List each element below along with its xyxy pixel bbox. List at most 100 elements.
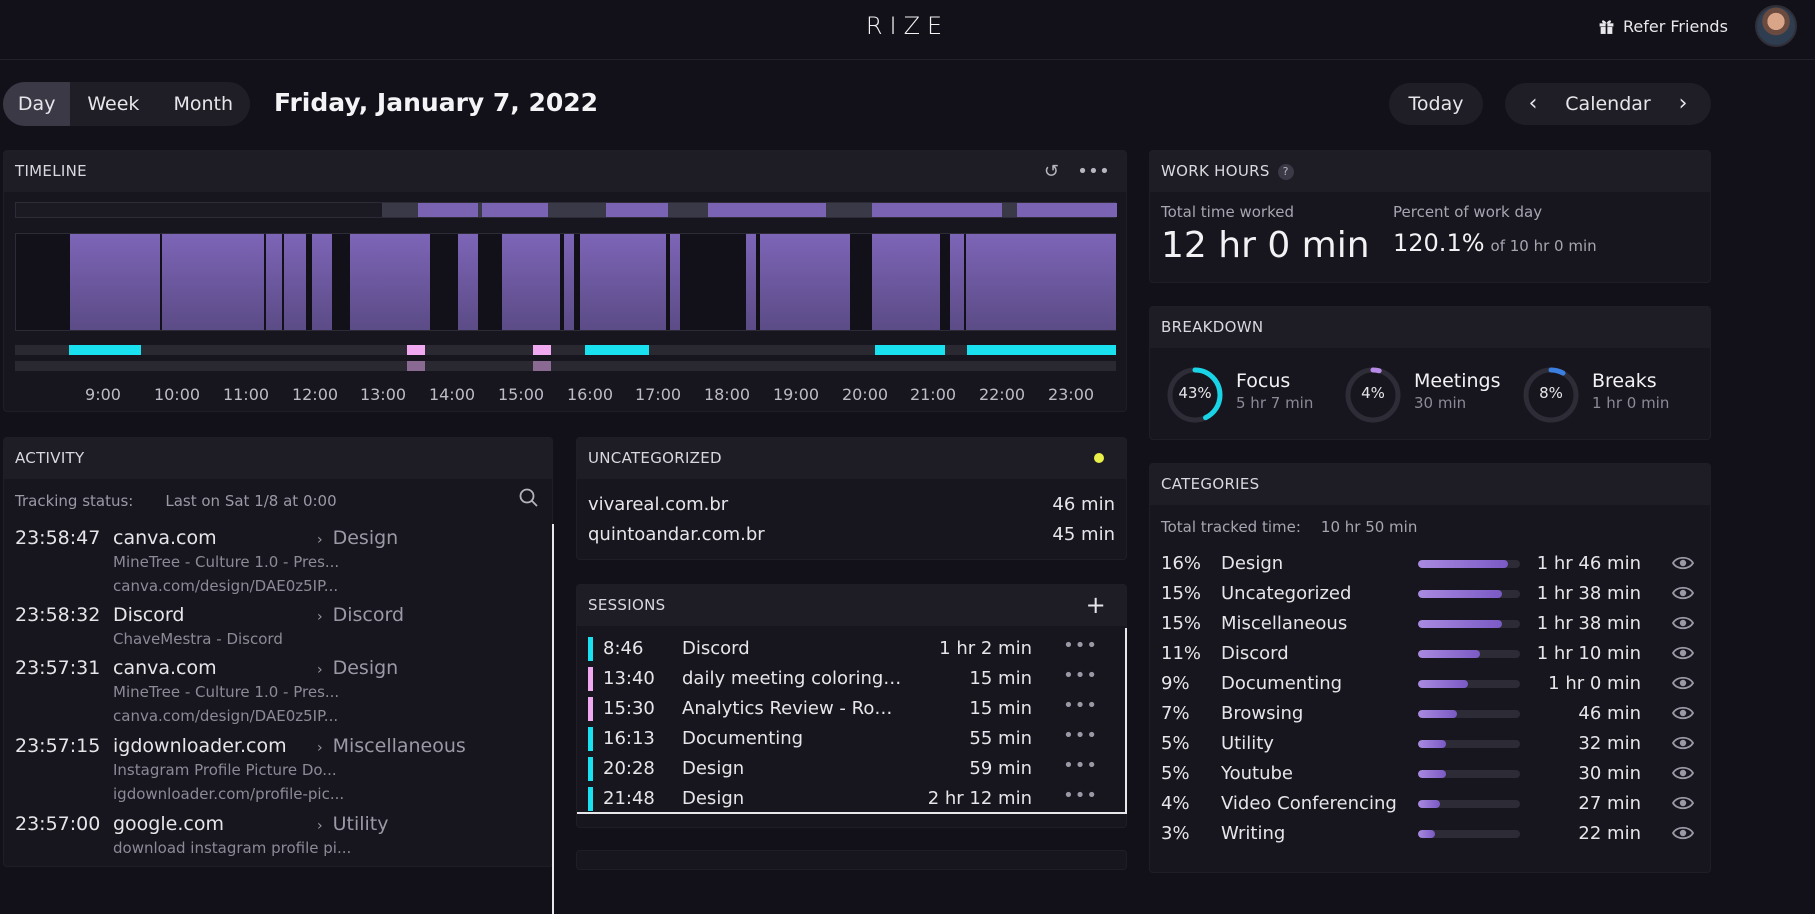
table-row[interactable]: 5% Youtube 30 min: [1161, 763, 1701, 789]
table-row[interactable]: 21:48 Design 2 hr 12 min •••: [588, 785, 1118, 813]
table-row[interactable]: 16% Design 1 hr 46 min: [1161, 553, 1701, 579]
session-duration: 1 hr 2 min: [939, 638, 1032, 659]
today-button[interactable]: Today: [1389, 83, 1483, 125]
session-time: 15:30: [603, 698, 655, 719]
table-row[interactable]: 7% Browsing 46 min: [1161, 703, 1701, 729]
eye-icon[interactable]: [1671, 613, 1695, 633]
table-row[interactable]: 11% Discord 1 hr 10 min: [1161, 643, 1701, 669]
eye-icon[interactable]: [1671, 673, 1695, 693]
table-row[interactable]: 3% Writing 22 min: [1161, 823, 1701, 849]
table-row[interactable]: 9% Documenting 1 hr 0 min: [1161, 673, 1701, 699]
table-row[interactable]: 15% Miscellaneous 1 hr 38 min: [1161, 613, 1701, 639]
category-bar: [1418, 800, 1520, 808]
tab-week[interactable]: Week: [87, 93, 140, 115]
table-row[interactable]: 16:13 Documenting 55 min •••: [588, 725, 1118, 753]
table-row[interactable]: 13:40 daily meeting coloring a... 15 min…: [588, 665, 1118, 693]
category-pct: 16%: [1161, 553, 1202, 574]
more-options-icon[interactable]: •••: [1063, 665, 1098, 686]
breakdown-pct: 4%: [1361, 384, 1385, 402]
table-row[interactable]: 15:30 Analytics Review - Rodr... 15 min …: [588, 695, 1118, 723]
session-duration: 2 hr 12 min: [927, 788, 1032, 809]
category-name: Utility: [1221, 733, 1274, 754]
eye-icon[interactable]: [1671, 553, 1695, 573]
category-duration: 1 hr 10 min: [1536, 643, 1641, 664]
next-panel-edge: [576, 850, 1127, 870]
activity-category[interactable]: › Utility: [317, 813, 389, 835]
activity-category-label: Discord: [332, 604, 405, 626]
sessions-list: 8:46 Discord 1 hr 2 min ••• 13:40 daily …: [577, 628, 1127, 814]
chevron-right-icon[interactable]: ›: [1678, 91, 1688, 116]
session-name: Design: [682, 758, 745, 779]
eye-icon[interactable]: [1671, 793, 1695, 813]
hour-label: 22:00: [978, 385, 1026, 404]
more-options-icon[interactable]: •••: [1063, 755, 1098, 776]
avatar[interactable]: [1755, 5, 1797, 47]
table-row[interactable]: 15% Uncategorized 1 hr 38 min: [1161, 583, 1701, 609]
category-bar-fill: [1418, 560, 1508, 568]
category-bar-fill: [1418, 680, 1469, 688]
more-options-icon[interactable]: •••: [1063, 725, 1098, 746]
activity-category[interactable]: › Discord: [317, 604, 404, 626]
table-row[interactable]: 5% Utility 32 min: [1161, 733, 1701, 759]
work-hours-panel: WORK HOURS? Total time worked 12 hr 0 mi…: [1149, 150, 1711, 283]
eye-icon[interactable]: [1671, 583, 1695, 603]
help-icon[interactable]: ?: [1277, 163, 1294, 180]
table-row[interactable]: 4% Video Conferencing 27 min: [1161, 793, 1701, 819]
eye-icon[interactable]: [1671, 703, 1695, 723]
add-session-icon[interactable]: +: [1085, 591, 1106, 619]
session-name: Documenting: [682, 728, 804, 749]
percent-value: 120.1%: [1393, 229, 1485, 257]
activity-category-label: Design: [332, 527, 399, 549]
breakdown-pct: 43%: [1178, 384, 1212, 402]
search-icon[interactable]: [519, 488, 539, 513]
activity-scrollbar[interactable]: [552, 524, 554, 914]
refresh-icon[interactable]: ↺: [1043, 161, 1060, 182]
activity-category[interactable]: › Design: [317, 657, 398, 679]
activity-time: 23:57:31: [15, 657, 101, 679]
uncategorized-title: UNCATEGORIZED: [588, 449, 722, 467]
list-item[interactable]: vivareal.com.br 46 min: [588, 494, 1115, 515]
timeline-chart[interactable]: [15, 233, 1116, 331]
list-item[interactable]: quintoandar.com.br 45 min: [588, 524, 1115, 545]
eye-icon[interactable]: [1671, 733, 1695, 753]
session-duration: 15 min: [969, 698, 1032, 719]
chevron-left-icon[interactable]: ‹: [1528, 91, 1538, 116]
refer-friends-button[interactable]: Refer Friends: [1598, 17, 1728, 36]
tab-month[interactable]: Month: [173, 93, 233, 115]
more-options-icon[interactable]: •••: [1063, 635, 1098, 656]
category-bar-fill: [1418, 740, 1447, 748]
category-pct: 7%: [1161, 703, 1190, 724]
more-options-icon[interactable]: •••: [1063, 785, 1098, 806]
activity-category-label: Design: [332, 657, 399, 679]
hour-label: 18:00: [703, 385, 751, 404]
calendar-button[interactable]: Calendar: [1565, 93, 1651, 115]
hour-label: 23:00: [1047, 385, 1095, 404]
more-options-icon[interactable]: •••: [1063, 695, 1098, 716]
timeline-hour-axis: 9:00 10:00 11:00 12:00 13:00 14:00 15:00…: [15, 385, 1116, 405]
category-duration: 1 hr 38 min: [1536, 583, 1641, 604]
sessions-header: SESSIONS +: [577, 585, 1126, 626]
session-color-bar: [588, 727, 593, 751]
tab-day[interactable]: Day: [3, 82, 71, 126]
breakdown-title: BREAKDOWN: [1161, 318, 1264, 336]
eye-icon[interactable]: [1671, 643, 1695, 663]
activity-time: 23:57:15: [15, 735, 101, 757]
percent-value-wrap: 120.1% of 10 hr 0 min: [1393, 229, 1597, 257]
category-name: Browsing: [1221, 703, 1304, 724]
eye-icon[interactable]: [1671, 763, 1695, 783]
session-time: 13:40: [603, 668, 655, 689]
activity-category[interactable]: › Miscellaneous: [317, 735, 466, 757]
gift-icon: [1599, 20, 1614, 34]
eye-icon[interactable]: [1671, 823, 1695, 843]
more-options-icon[interactable]: •••: [1077, 161, 1110, 182]
categories-panel: CATEGORIES Total tracked time: 10 hr 50 m…: [1149, 463, 1711, 873]
table-row[interactable]: 20:28 Design 59 min •••: [588, 755, 1118, 783]
breakdown-name: Breaks: [1592, 370, 1657, 392]
table-row[interactable]: 8:46 Discord 1 hr 2 min •••: [588, 635, 1118, 663]
category-bar: [1418, 830, 1520, 838]
chevron-right-icon: ›: [317, 662, 323, 678]
activity-title-text: Instagram Profile Picture Do...: [113, 761, 337, 779]
activity-app: igdownloader.com: [113, 735, 287, 757]
activity-category[interactable]: › Design: [317, 527, 398, 549]
session-time: 21:48: [603, 788, 655, 809]
